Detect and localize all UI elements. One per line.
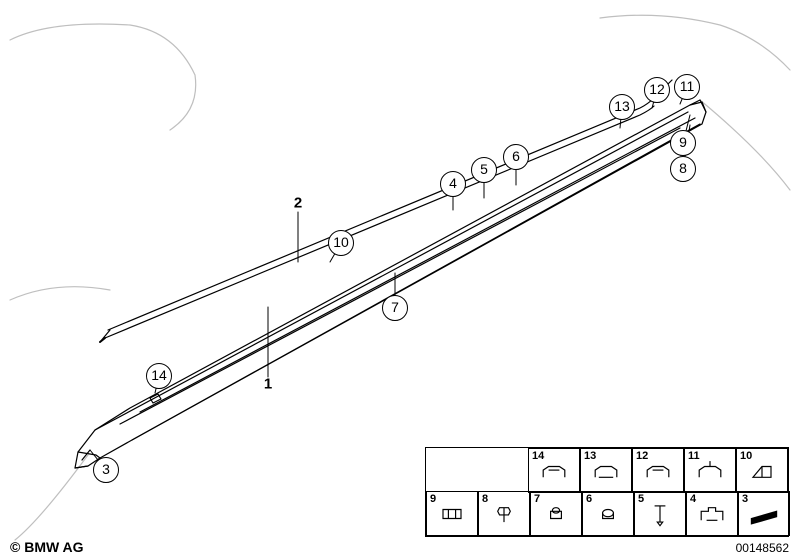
legend-cell-number: 5 <box>638 493 644 505</box>
copyright-text: © BMW AG <box>10 539 84 555</box>
image-id-text: 00148562 <box>736 541 789 555</box>
legend: 14 13 12 11 10 9 8 7 6 5 4 3 <box>425 447 789 537</box>
legend-cell-number: 7 <box>534 493 540 505</box>
legend-cell-12: 12 <box>632 448 684 493</box>
legend-cell-number: 11 <box>688 450 700 462</box>
callout-14: 14 <box>146 363 172 389</box>
legend-cell-7: 7 <box>530 491 582 536</box>
legend-cell-11: 11 <box>684 448 736 493</box>
legend-cell-5: 5 <box>634 491 686 536</box>
legend-cell-number: 12 <box>636 450 648 462</box>
callout-12: 12 <box>644 77 670 103</box>
callout-6: 6 <box>503 144 529 170</box>
legend-cell-8: 8 <box>478 491 530 536</box>
callout-11: 11 <box>674 74 700 100</box>
legend-cell-number: 9 <box>430 493 436 505</box>
legend-cell-number: 8 <box>482 493 488 505</box>
legend-cell-number: 4 <box>690 493 696 505</box>
callout-13: 13 <box>609 94 635 120</box>
legend-cell-number: 10 <box>740 450 752 462</box>
callout-10: 10 <box>328 230 354 256</box>
callout-8: 8 <box>670 156 696 182</box>
leader-label-2: 2 <box>294 195 302 212</box>
legend-cell-10: 10 <box>736 448 788 493</box>
callout-9: 9 <box>670 130 696 156</box>
legend-cell-number: 3 <box>742 493 748 505</box>
callout-4: 4 <box>440 171 466 197</box>
callout-5: 5 <box>471 157 497 183</box>
legend-cell-13: 13 <box>580 448 632 493</box>
legend-cell-number: 6 <box>586 493 592 505</box>
leader-label-1: 1 <box>264 376 272 393</box>
legend-cell-9: 9 <box>426 491 478 536</box>
legend-cell-14: 14 <box>528 448 580 493</box>
legend-cell-6: 6 <box>582 491 634 536</box>
callout-3: 3 <box>93 457 119 483</box>
legend-cell-4: 4 <box>686 491 738 536</box>
legend-cell-number: 14 <box>532 450 544 462</box>
legend-cell-3: 3 <box>738 491 790 536</box>
callout-7: 7 <box>382 295 408 321</box>
legend-cell-number: 13 <box>584 450 596 462</box>
